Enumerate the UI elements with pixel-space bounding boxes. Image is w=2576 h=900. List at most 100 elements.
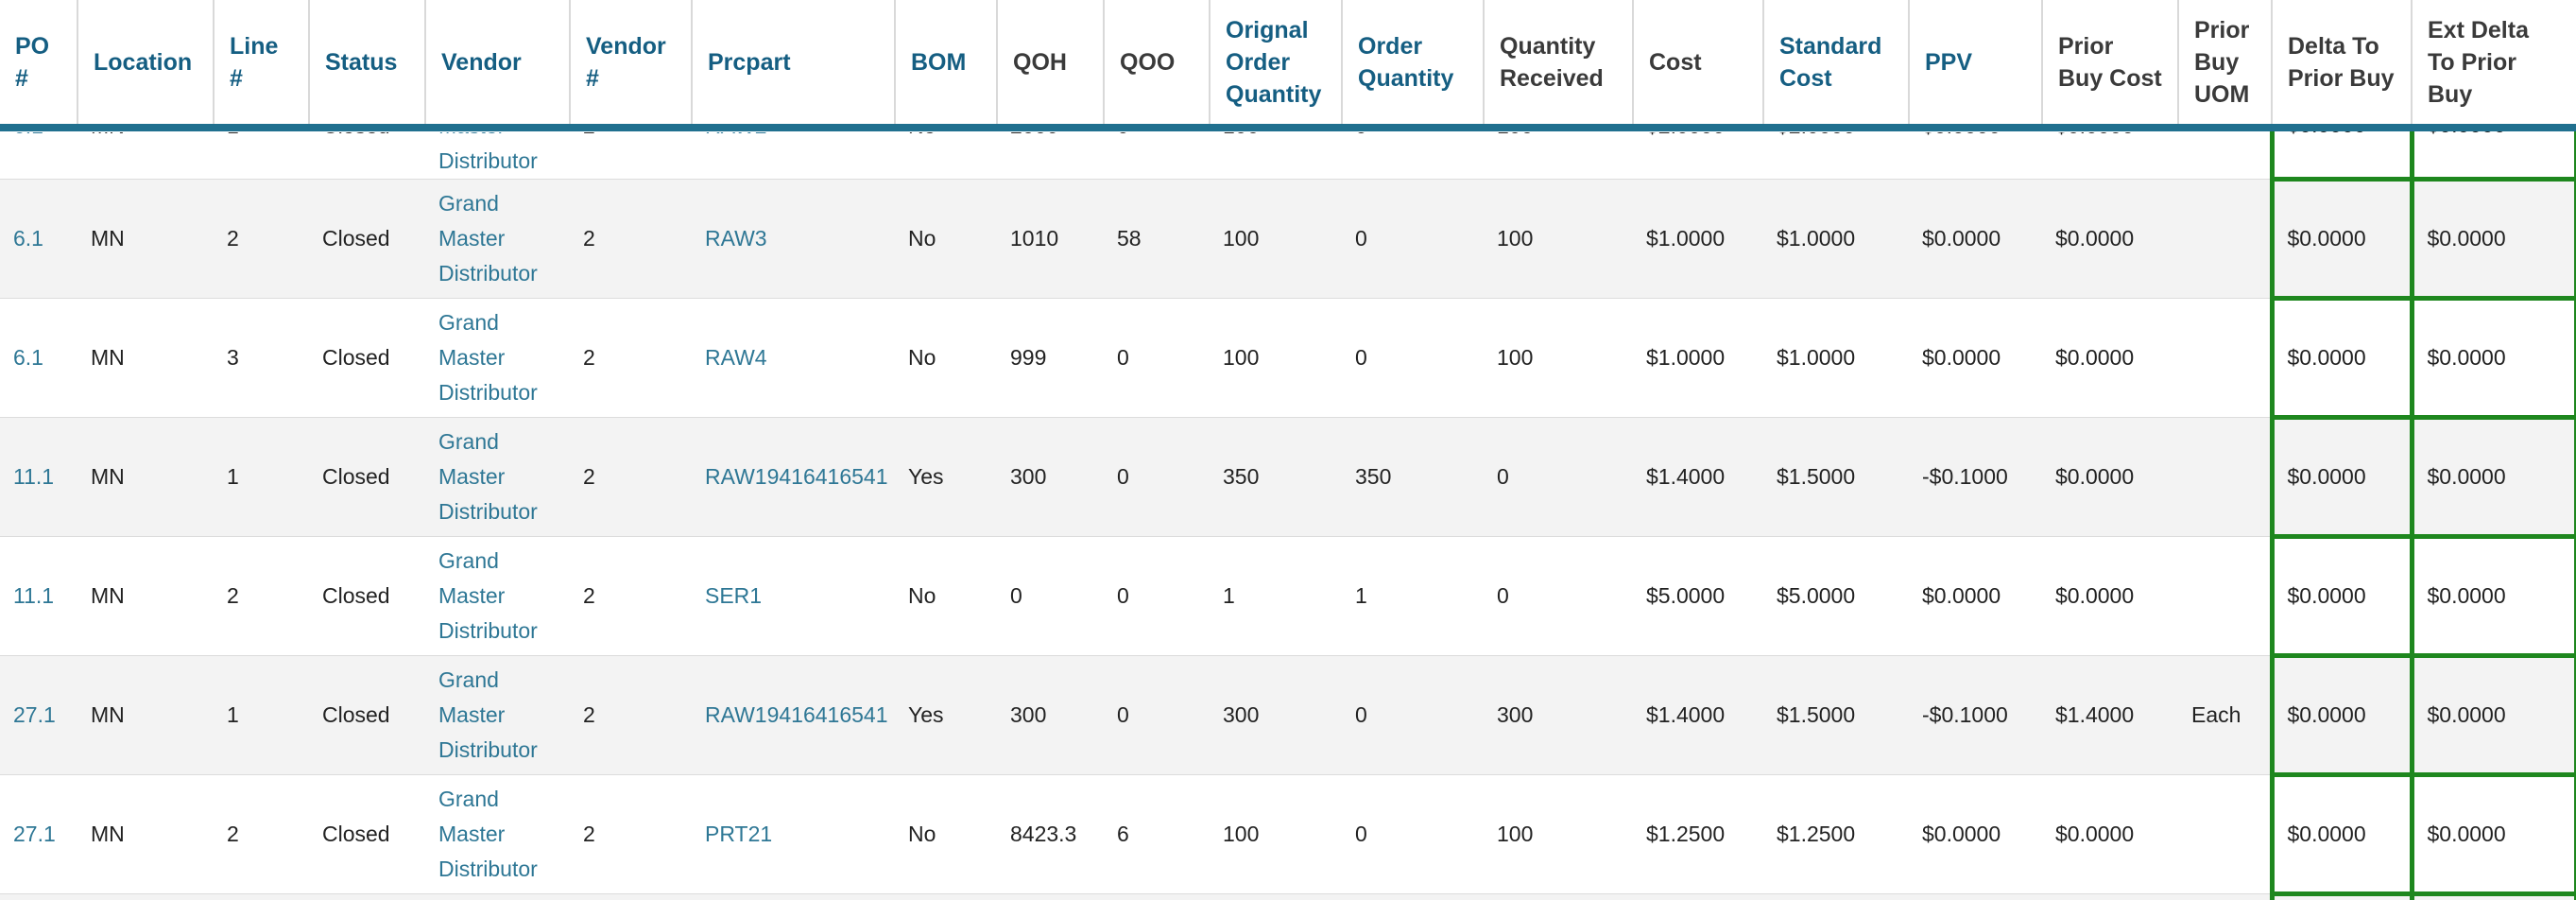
prcpart-link[interactable]: RAW4 <box>705 345 767 370</box>
header-cell-po[interactable]: PO # <box>0 0 77 131</box>
cell-qty_received <box>1484 893 1633 900</box>
prcpart-link[interactable]: RAW3 <box>705 226 767 251</box>
cell-value: 100 <box>1223 822 1260 846</box>
prcpart-link[interactable]: SER1 <box>705 583 763 608</box>
cell-value: $0.0000 <box>2427 226 2506 251</box>
header-cell-ppv[interactable]: PPV <box>1908 0 2042 131</box>
cell-value: 2 <box>583 132 595 144</box>
cell-standard_cost: $1.0000 <box>1763 179 1909 299</box>
header-cell-standard_cost[interactable]: Standard Cost <box>1762 0 1909 131</box>
cell-value: 100 <box>1497 132 1533 144</box>
cell-value: $0.0000 <box>2287 702 2366 727</box>
cell-bom: No <box>895 298 997 418</box>
cell-value: 100 <box>1497 345 1534 370</box>
cell-standard_cost: $1.0000 <box>1763 298 1909 418</box>
cell-location: MN <box>77 298 214 418</box>
cell-prior_buy_uom <box>2178 774 2272 894</box>
cell-qoo: 58 <box>1104 179 1210 299</box>
cell-value: $0.0000 <box>2427 345 2506 370</box>
cell-value: $0.0000 <box>1922 226 2001 251</box>
cell-value: 350 <box>1355 464 1392 489</box>
cell-value: $5.0000 <box>1777 583 1856 608</box>
cell-prior_buy_uom <box>2178 536 2272 656</box>
table-row-clipped: 6.1 MN 1 Closed Grand Master Distributor 2 RAW… <box>0 125 2576 182</box>
cell-po: 6.1 <box>0 179 77 299</box>
cell-qoh: 8423.3 <box>997 774 1104 894</box>
vendor-link[interactable]: Grand Master Distributor <box>438 310 538 405</box>
vendor-link[interactable]: Grand Master Distributor <box>438 787 538 881</box>
header-cell-status[interactable]: Status <box>308 0 425 131</box>
header-row: PO # Location Line # Status Vendor Vendor # Pr… <box>0 0 2576 131</box>
cell-po <box>0 893 77 900</box>
cell-qoh: 300 <box>997 417 1104 537</box>
cell-prcpart: RAW19416416541 <box>692 417 895 537</box>
header-cell-line[interactable]: Line # <box>213 0 309 131</box>
header-cell-location[interactable]: Location <box>77 0 214 131</box>
cell-vendor_no: 2 <box>570 417 692 537</box>
cell-ppv: -$0.1000 <box>1909 417 2042 537</box>
cell-prior_buy_uom <box>2178 127 2272 180</box>
cell-location: MN <box>77 179 214 299</box>
vendor-link[interactable]: Grand Master Distributor <box>438 667 538 762</box>
cell-value: $0.0000 <box>2287 464 2366 489</box>
cell-ppv <box>1909 893 2042 900</box>
prcpart-link[interactable]: PRT21 <box>705 822 773 846</box>
cell-value: 2 <box>227 583 239 608</box>
cell-delta_to_prior_buy: $0.0000 <box>2269 415 2414 539</box>
po-link[interactable]: 11.1 <box>13 464 55 489</box>
header-cell-vendor[interactable]: Vendor <box>424 0 570 131</box>
cell-vendor: Grand Master Distributor <box>425 536 570 656</box>
cell-value: 2 <box>583 345 595 370</box>
header-cell-order_qty[interactable]: Order Quantity <box>1341 0 1484 131</box>
cell-vendor_no: 2 <box>570 655 692 775</box>
header-cell-prior_buy_cost: Prior Buy Cost <box>2041 0 2178 131</box>
header-cell-vendor_no[interactable]: Vendor # <box>569 0 692 131</box>
table-row: 27.1 MN 1 Closed Grand Master Distributor 2 RA… <box>0 653 2576 777</box>
cell-value: $1.2500 <box>1646 822 1726 846</box>
cell-value: $1.0000 <box>1646 226 1726 251</box>
header-cell-prcpart[interactable]: Prcpart <box>691 0 895 131</box>
vendor-link[interactable]: Grand Master Distributor <box>438 548 538 643</box>
cell-qoo: 0 <box>1104 536 1210 656</box>
cell-value: 1 <box>227 464 239 489</box>
cell-vendor: Grand Master Distributor <box>425 127 570 180</box>
po-link[interactable]: 6.1 <box>13 226 43 251</box>
cell-line: 2 <box>214 774 309 894</box>
prcpart-link[interactable]: RAW2 <box>705 132 767 144</box>
po-link[interactable]: 27.1 <box>13 822 56 846</box>
cell-prior_buy_cost: $0.0000 <box>2042 179 2178 299</box>
cell-line: 2 <box>214 536 309 656</box>
po-link[interactable]: 27.1 <box>13 702 56 727</box>
cell-bom: No <box>895 179 997 299</box>
vendor-link[interactable]: Grand Master Distributor <box>438 429 538 524</box>
vendor-link[interactable]: Grand Master Distributor <box>438 132 538 173</box>
cell-delta_to_prior_buy: $0.0000 <box>2269 125 2414 182</box>
cell-line <box>214 893 309 900</box>
header-cell-orig_order_qty[interactable]: Orignal Order Quantity <box>1209 0 1342 131</box>
cell-cost: $1.2500 <box>1633 774 1763 894</box>
cell-value: 100 <box>1223 345 1260 370</box>
cell-value: Yes <box>908 464 944 489</box>
po-link[interactable]: 11.1 <box>13 583 55 608</box>
cell-qoo: 0 <box>1104 127 1210 180</box>
table-row: 6.1 MN 3 Closed Grand Master Distributor 2 RAW… <box>0 296 2576 420</box>
cell-cost: $1.0000 <box>1633 179 1763 299</box>
vendor-link[interactable]: Grand Master Distributor <box>438 191 538 286</box>
table-row: 11.1 MN 1 Closed Grand Master Distributor 2 RA… <box>0 415 2576 539</box>
cell-prcpart: RAW2 <box>692 127 895 180</box>
po-link[interactable]: 6.1 <box>13 132 43 144</box>
po-link[interactable]: 6.1 <box>13 345 43 370</box>
cell-order_qty <box>1342 893 1484 900</box>
cell-prior_buy_uom <box>2178 893 2272 900</box>
cell-line: 1 <box>214 127 309 180</box>
cell-ext_delta_to_prior_buy: $0.0000 <box>2409 415 2576 539</box>
cell-vendor_no: 2 <box>570 774 692 894</box>
cell-orig_order_qty: 100 <box>1210 179 1342 299</box>
cell-prior_buy_cost: $0.0000 <box>2042 774 2178 894</box>
header-cell-bom[interactable]: BOM <box>894 0 997 131</box>
cell-bom: No <box>895 774 997 894</box>
cell-standard_cost: $2.0000 <box>1763 127 1909 180</box>
prcpart-link[interactable]: RAW19416416541 <box>705 464 888 489</box>
prcpart-link[interactable]: RAW19416416541 <box>705 702 888 727</box>
